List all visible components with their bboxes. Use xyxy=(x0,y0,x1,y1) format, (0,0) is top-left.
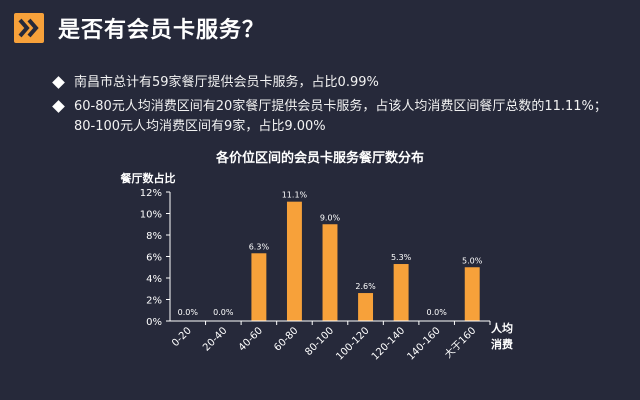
x-tick-label: 80-100 xyxy=(303,325,336,358)
page-title: 是否有会员卡服务？ xyxy=(58,18,266,43)
bars xyxy=(251,201,480,321)
x-tick-label: 60-80 xyxy=(272,325,300,353)
bar xyxy=(286,201,302,321)
y-tick-label: 0% xyxy=(146,317,162,328)
x-tick-label: 0-20 xyxy=(170,325,194,349)
x-tick-label: 40-60 xyxy=(237,325,265,353)
data-label: 0.0% xyxy=(178,308,199,317)
data-label: 0.0% xyxy=(427,308,448,317)
y-tick-label: 2% xyxy=(146,296,162,307)
x-tick-label: 120-140 xyxy=(370,325,407,362)
y-tick-label: 8% xyxy=(146,231,162,242)
header: 是否有会员卡服务？ xyxy=(0,0,640,58)
bar xyxy=(464,267,480,321)
data-label: 6.3% xyxy=(249,242,270,251)
diamond-bullet-icon xyxy=(52,100,65,113)
x-tick-label: 140-160 xyxy=(405,325,442,362)
bullet-text: 南昌市总计有59家餐厅提供会员卡服务，占比0.99% xyxy=(74,75,379,90)
data-label: 2.6% xyxy=(355,282,376,291)
double-chevron-right-icon xyxy=(14,13,44,43)
data-label: 5.3% xyxy=(391,253,412,262)
bullet-text: 60-80元人均消费区间有20家餐厅提供会员卡服务，占该人均消费区间餐厅总数的1… xyxy=(74,99,607,134)
bar xyxy=(251,253,267,321)
bullet-item: 南昌市总计有59家餐厅提供会员卡服务，占比0.99% xyxy=(52,73,612,93)
data-label: 5.0% xyxy=(462,256,483,265)
bar xyxy=(358,293,374,321)
x-axis: 0-20 20-40 40-60 60-80 80-100100-120120-1401… xyxy=(170,320,491,363)
bar xyxy=(393,264,409,321)
bullet-item: 60-80元人均消费区间有20家餐厅提供会员卡服务，占该人均消费区间餐厅总数的1… xyxy=(52,97,612,137)
x-axis-label-line2: 消费 xyxy=(491,337,513,351)
data-label: 0.0% xyxy=(213,308,234,317)
data-label: 9.0% xyxy=(320,213,341,222)
y-axis-label: 餐厅数占比 xyxy=(120,171,176,185)
y-tick-label: 12% xyxy=(140,188,162,199)
bullet-list: 南昌市总计有59家餐厅提供会员卡服务，占比0.99% 60-80元人均消费区间有… xyxy=(52,73,612,141)
y-tick-label: 6% xyxy=(146,253,162,264)
y-axis: 0% 2% 4% 6% 8% 10% 12% xyxy=(140,188,171,328)
y-tick-label: 10% xyxy=(140,210,162,221)
diamond-bullet-icon xyxy=(52,76,65,89)
data-labels: 0.0% 0.0% 6.3% 11.1% 9.0% 2.6% 5.3% 0.0% 5.0% xyxy=(178,191,483,317)
data-label: 11.1% xyxy=(282,191,308,200)
x-tick-label: 20-40 xyxy=(201,325,229,353)
x-tick-label: 100-120 xyxy=(334,325,371,362)
x-axis-label-line1: 人均 xyxy=(491,321,513,335)
x-tick-label: 大于160 xyxy=(442,324,479,361)
bar xyxy=(322,224,338,321)
bar-chart: 餐厅数占比 0% 2% 4% 6% 8% 10% 12% 0.0% 0.0% 6.3% 11.1%… xyxy=(120,171,514,363)
chart-title: 各价位区间的会员卡服务餐厅数分布 xyxy=(215,151,424,166)
y-tick-label: 4% xyxy=(146,274,162,285)
